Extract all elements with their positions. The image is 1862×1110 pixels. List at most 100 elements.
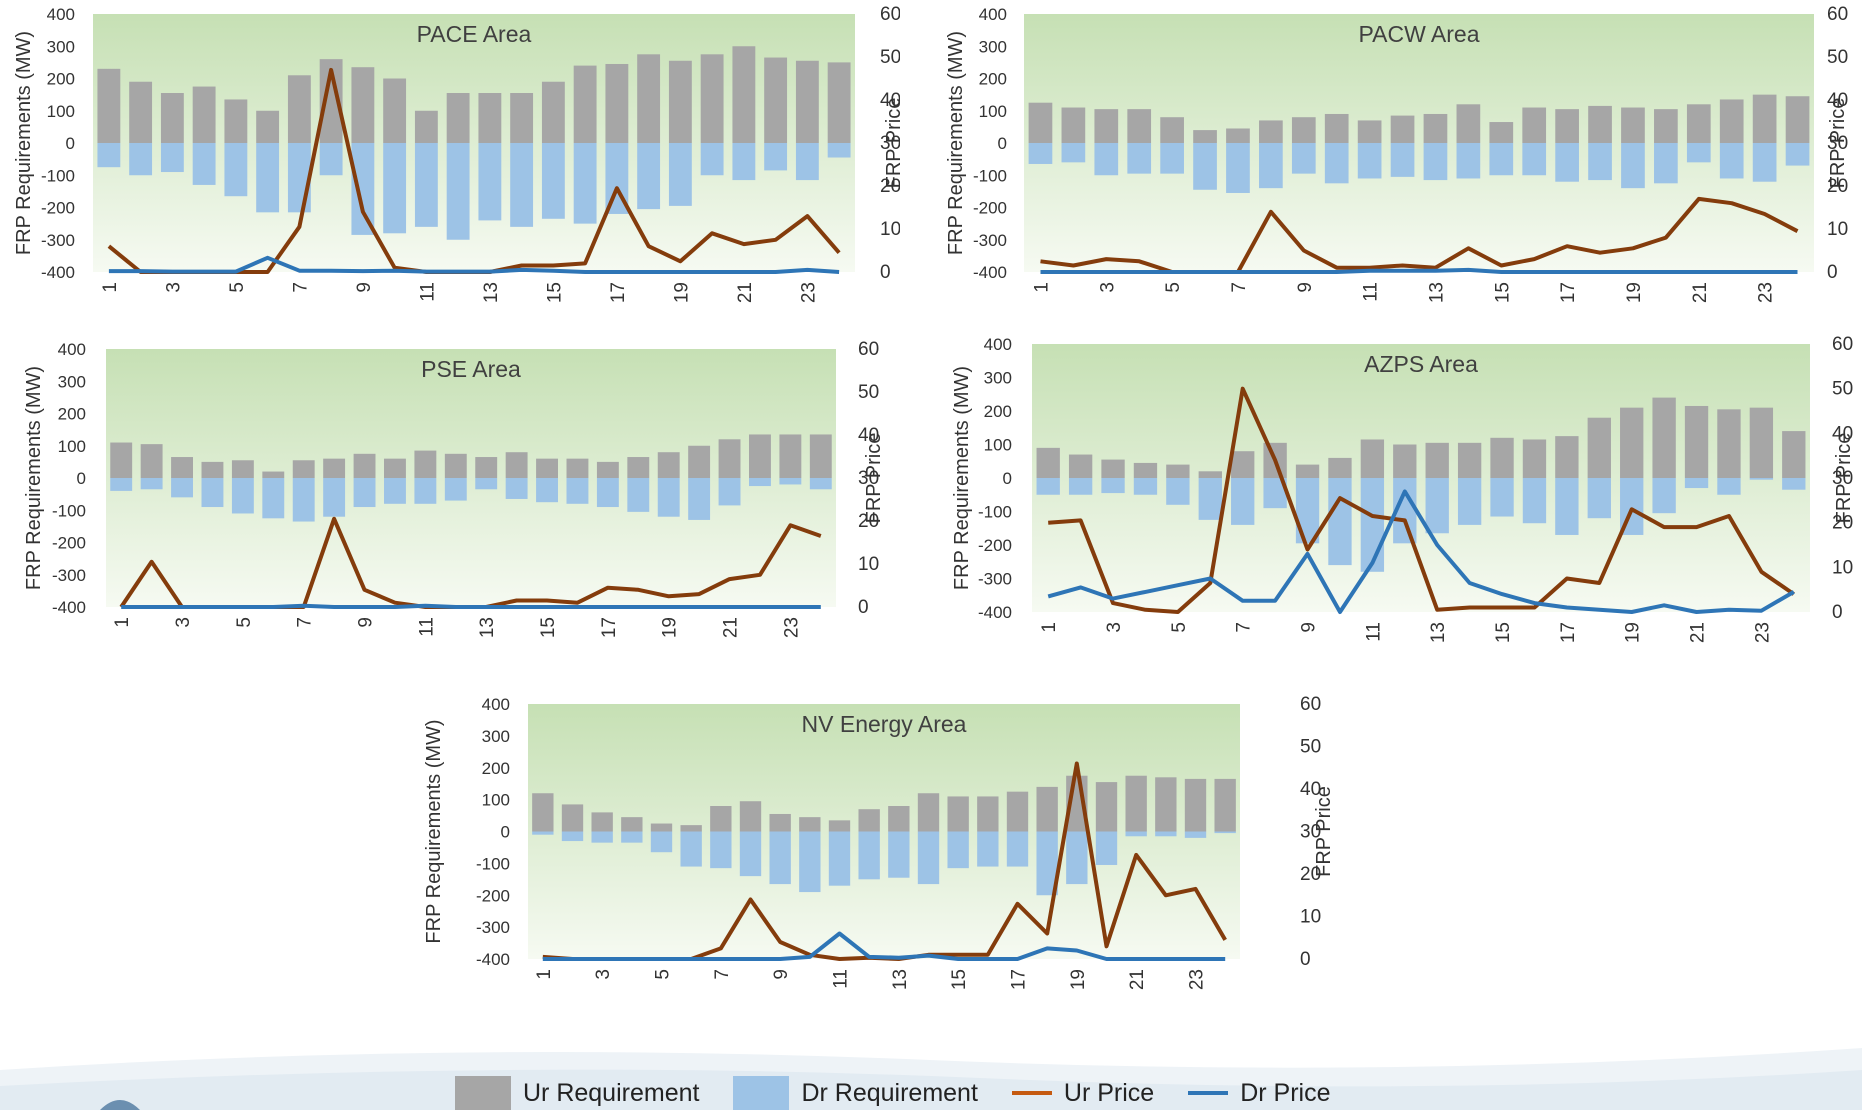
y2-tick-label: 10 [1832, 557, 1853, 578]
dr-requirement-bar [201, 478, 224, 508]
ur-requirement-bar [1588, 105, 1612, 143]
ur-requirement-bar [1291, 117, 1316, 143]
dr-requirement-bar [510, 143, 534, 227]
dr-requirement-bar [446, 143, 470, 240]
x-tick-label: 23 [798, 282, 819, 303]
ur-requirement-bar [1489, 122, 1514, 143]
dr-requirement-bar [224, 143, 248, 197]
legend-ur-requirement: Ur Requirement [455, 1076, 699, 1110]
ur-requirement-bar [779, 434, 802, 478]
ur-requirement-bar [1061, 107, 1086, 143]
dr-requirement-bar [384, 478, 406, 504]
x-tick-label: 13 [890, 969, 911, 990]
y-tick-label: 300 [58, 372, 86, 391]
x-tick-label: 21 [1690, 282, 1711, 303]
dr-requirement-bar [536, 478, 558, 503]
ur-requirement-bar [591, 812, 613, 832]
y2-tick-label: 10 [880, 219, 900, 240]
dr-requirement-bar [351, 143, 375, 235]
dr-requirement-bar [1068, 478, 1093, 495]
y-axis-label: FRP Requirements (MW) [951, 366, 973, 590]
dr-requirement-bar [591, 831, 613, 843]
y-tick-label: -400 [973, 263, 1007, 282]
x-tick-label: 19 [1068, 969, 1089, 990]
y2-tick-label: 50 [1300, 737, 1321, 758]
dr-requirement-bar [1193, 143, 1217, 190]
plot-area [1024, 14, 1814, 272]
dr-requirement-bar [1749, 478, 1774, 480]
ur-requirement-bar [710, 806, 732, 832]
dr-requirement-bar [231, 478, 254, 514]
y-tick-label: -100 [52, 501, 86, 520]
ur-requirement-bar [1259, 120, 1283, 143]
x-tick-label: 17 [1558, 622, 1579, 643]
ur-requirement-bar [1068, 454, 1093, 478]
ur-requirement-bar [1166, 464, 1190, 478]
dr-requirement-bar [688, 478, 711, 520]
y-tick-label: 100 [47, 102, 75, 121]
x-tick-label: 21 [735, 282, 756, 303]
y-tick-label: 400 [482, 695, 510, 714]
dr-requirement-bar [110, 478, 133, 491]
dr-requirement-bar [795, 143, 819, 181]
ur-requirement-bar [160, 93, 184, 143]
x-tick-label: 1 [1031, 282, 1052, 293]
ur-requirement-bar [1752, 94, 1777, 143]
dr-requirement-bar [1263, 478, 1287, 509]
dr-requirement-bar [1101, 478, 1125, 494]
dr-requirement-bar [739, 831, 762, 877]
y-tick-label: -200 [41, 199, 75, 218]
legend-swatch-dr-requirement [733, 1076, 790, 1110]
y2-tick-label: 40 [1832, 423, 1853, 444]
ur-requirement-bar [1231, 451, 1255, 478]
y2-axis-label: FRP Price [883, 98, 900, 189]
ur-requirement-bar [566, 458, 589, 478]
ur-requirement-bar [605, 63, 629, 143]
x-tick-label: 23 [1752, 622, 1773, 643]
ur-requirement-bar [888, 806, 910, 832]
dr-requirement-bar [799, 831, 821, 893]
ur-requirement-bar [262, 471, 285, 478]
y-tick-label: 300 [979, 37, 1007, 56]
y2-tick-label: 40 [1827, 90, 1848, 111]
dr-requirement-bar [1094, 143, 1119, 176]
x-tick-label: 15 [538, 617, 559, 638]
dr-requirement-bar [1587, 478, 1611, 519]
y-tick-label: -400 [476, 950, 510, 969]
y2-tick-label: 20 [880, 176, 900, 197]
y2-tick-label: 20 [1832, 513, 1853, 534]
chart-title: AZPS Area [1364, 351, 1478, 377]
ur-requirement-bar [668, 60, 692, 144]
ur-requirement-bar [1652, 397, 1676, 478]
dr-requirement-bar [1028, 143, 1053, 164]
y-tick-label: 100 [482, 791, 510, 810]
ur-requirement-bar [1360, 439, 1385, 478]
dr-requirement-bar [532, 831, 554, 835]
dr-requirement-bar [1006, 831, 1029, 867]
x-tick-label: 11 [416, 617, 437, 637]
dr-requirement-bar [541, 143, 565, 219]
dr-requirement-bar [97, 143, 121, 168]
x-tick-label: 21 [1127, 969, 1148, 990]
ur-requirement-bar [414, 110, 438, 143]
dr-requirement-bar [1555, 143, 1579, 182]
dr-requirement-bar [383, 143, 407, 234]
dr-requirement-bar [262, 478, 285, 519]
ur-requirement-bar [201, 461, 224, 478]
dr-requirement-bar [1752, 143, 1777, 182]
ur-requirement-bar [573, 65, 597, 143]
dr-requirement-bar [573, 143, 597, 224]
y-tick-label: 0 [77, 469, 86, 488]
y-axis-label: FRP Requirements (MW) [945, 31, 967, 255]
y2-axis-label: FRP Price [1833, 433, 1855, 524]
dr-requirement-bar [1125, 831, 1147, 837]
y-tick-label: 200 [482, 759, 510, 778]
ur-requirement-bar [192, 86, 216, 143]
dr-requirement-bar [1423, 143, 1448, 181]
dr-requirement-bar [444, 478, 467, 501]
dr-price-line [1047, 489, 1795, 614]
plot-area [93, 14, 855, 272]
dr-price-line [108, 255, 840, 274]
x-tick-label: 7 [1234, 622, 1255, 633]
